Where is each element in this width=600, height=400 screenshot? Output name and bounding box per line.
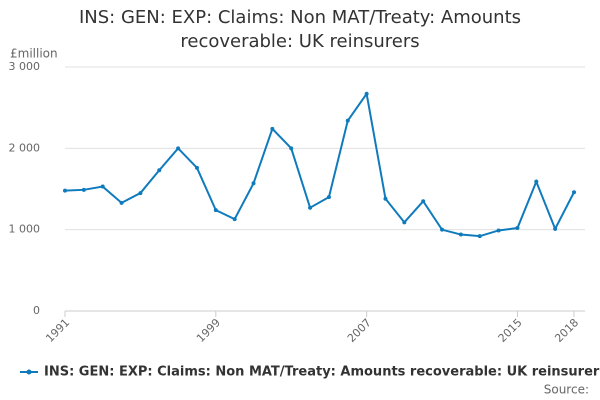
y-tick-label: 0 (33, 304, 40, 317)
y-tick-label: 3 000 (9, 60, 41, 73)
line (64, 91, 575, 238)
point (496, 228, 501, 233)
y-tick-label: 1 000 (9, 223, 41, 236)
y-axis-label: £million (10, 47, 58, 61)
point (194, 165, 199, 170)
y-tick-label: 2 000 (9, 141, 41, 154)
point (383, 196, 388, 201)
x-tick-label: 1999 (194, 316, 223, 345)
point (289, 146, 294, 151)
point (251, 181, 256, 186)
point (308, 205, 313, 210)
point (81, 187, 86, 192)
point (515, 226, 520, 231)
point (553, 226, 558, 231)
point (176, 146, 181, 151)
legend-marker (26, 369, 32, 375)
point (119, 200, 124, 205)
source: Source: (544, 383, 589, 397)
x-tick-label: 2018 (552, 316, 581, 345)
point (270, 126, 275, 131)
point (345, 118, 350, 123)
point (63, 188, 67, 193)
point (458, 232, 463, 237)
point (213, 208, 218, 213)
point (138, 191, 143, 196)
point (572, 190, 576, 195)
legend-label: INS: GEN: EXP: Claims: Non MAT/Treaty: A… (44, 365, 600, 380)
x-tick-label: 2015 (496, 316, 525, 345)
point (100, 184, 105, 189)
point (477, 234, 482, 239)
point (364, 91, 369, 96)
point (534, 179, 539, 184)
point (440, 227, 445, 232)
point (402, 220, 407, 225)
point (421, 199, 426, 204)
x-tick-label: 2007 (345, 316, 374, 345)
point (232, 217, 237, 222)
chart-title: INS: GEN: EXP: Claims: Non MAT/Treaty: A… (78, 7, 522, 52)
x-tick-label: 1991 (43, 316, 72, 345)
point (326, 195, 331, 200)
point (157, 168, 162, 173)
